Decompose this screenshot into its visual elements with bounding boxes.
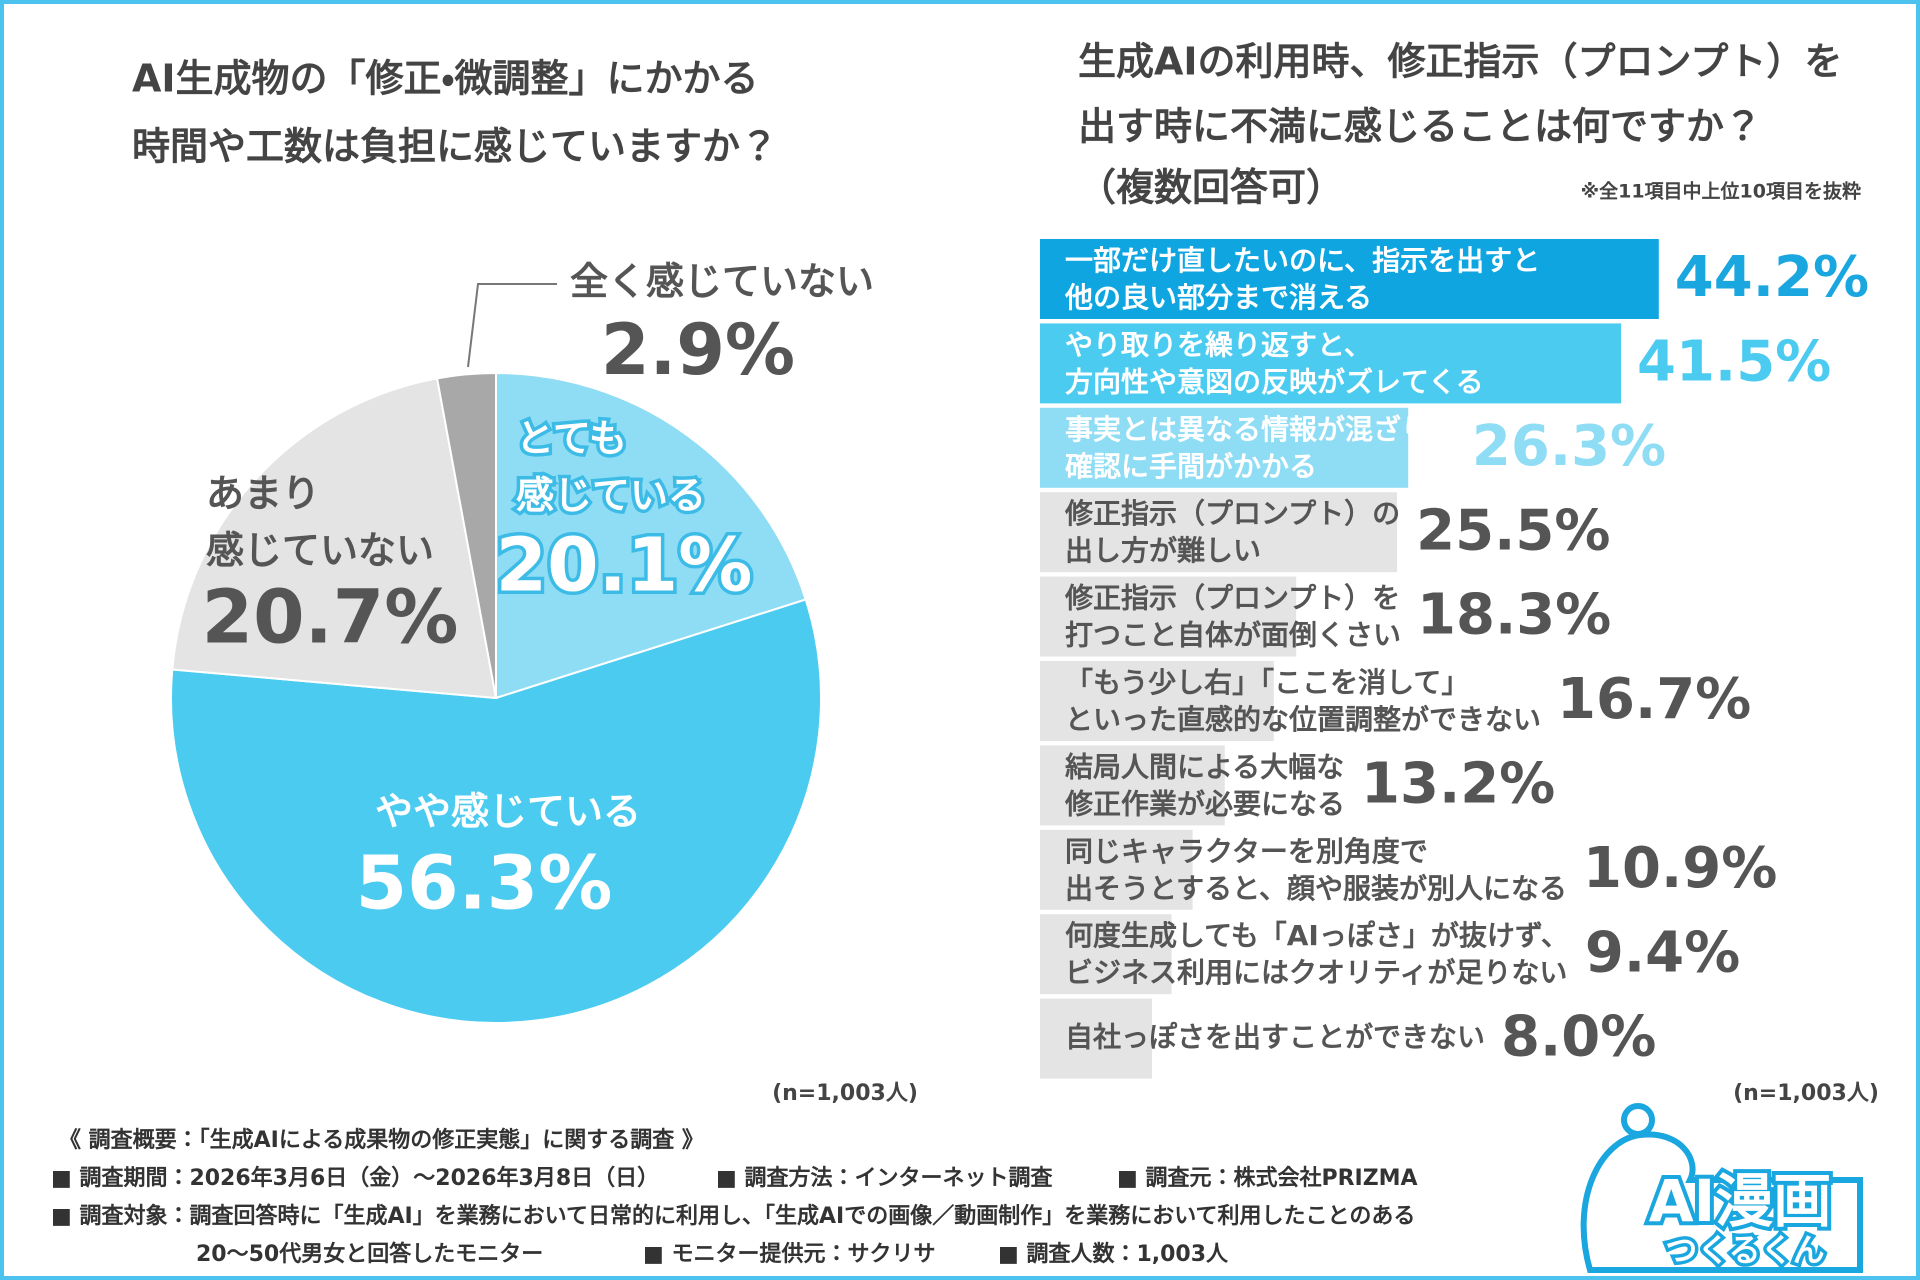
bar-label: 同じキャラクターを別角度で (1065, 835, 1428, 868)
bar-label: といった直感的な位置調整ができない (1065, 703, 1541, 736)
bar-label: 出そうとすると、顔や服装が別人になる (1065, 872, 1567, 905)
survey-item: ■ 調査元：株式会社PRIZMA (1117, 1166, 1418, 1191)
slice-label: あまり (206, 472, 320, 516)
survey-item: ■ 調査対象：調査回答時に「生成AI」を業務において日常的に利用し、「生成AIで… (51, 1203, 1415, 1229)
bar-label: 打つこと自体が面倒くさい (1065, 619, 1401, 652)
survey-item: ■ 調査期間：2026年3月6日（金）～2026年3月8日（日） (51, 1165, 659, 1191)
bar-value: 16.7% (1557, 667, 1751, 732)
pie-slice (170, 598, 822, 1024)
slice-label: 感じている (516, 474, 706, 518)
bar (1040, 239, 1659, 319)
bar-value: 9.4% (1585, 920, 1740, 985)
bar (1040, 914, 1172, 995)
slice-label: 全く感じていない (570, 260, 874, 304)
bar-title: 生成AIの利用時、修正指示（プロンプト）を (1078, 40, 1842, 84)
bar-label: 確認に手間がかかる (1065, 450, 1317, 483)
bar-label: ビジネス利用にはクオリティが足りない (1065, 956, 1567, 989)
bar-label: 一部だけ直したいのに、指示を出すと (1065, 244, 1540, 277)
logo-shape (1621, 1103, 1655, 1137)
bar-value: 10.9% (1583, 836, 1777, 901)
pie-title: 時間や工数は負担に感じていますか？ (132, 125, 778, 169)
bar-value: 44.2% (1675, 245, 1869, 310)
pie-slice (171, 377, 498, 700)
bar-label: 「もう少し右」「ここを消して」 (1065, 666, 1469, 699)
bar (1040, 829, 1193, 910)
bar (1040, 492, 1397, 573)
sample-note: (n=1,003人) (1733, 1081, 1879, 1106)
survey-item: 20～50代男女と回答したモニター (196, 1241, 543, 1267)
logo: AI漫画 つくるくん (1580, 1103, 1863, 1273)
logo-text: AI漫画 (1649, 1167, 1831, 1235)
bar-value: 25.5% (1416, 498, 1610, 563)
bar-label: 何度生成しても「AIっぽさ」が抜けず、 (1065, 919, 1569, 952)
bar-title: （複数回答可） (1078, 166, 1344, 210)
bar (1040, 323, 1621, 404)
bar-value: 26.3% (1472, 414, 1666, 479)
bar-label: やり取りを繰り返すと、 (1065, 328, 1372, 361)
bar-label: 修正作業が必要になる (1064, 787, 1345, 820)
bar-title: 出す時に不満に感じることは何ですか？ (1078, 105, 1762, 149)
bar-label: 方向性や意図の反映がズレてくる (1065, 365, 1484, 398)
slice-label: 感じていない (206, 529, 434, 573)
bar (1040, 407, 1409, 488)
bar-label: 自社っぽさを出すことができない (1065, 1021, 1485, 1054)
slice-value: 2.9% (601, 309, 795, 391)
survey-item: ■ 調査方法：インターネット調査 (716, 1165, 1053, 1191)
slice-value: 20.7% (202, 575, 459, 661)
leader-line (467, 283, 557, 368)
logo-text: つくるくん (1665, 1231, 1824, 1269)
bar-label: 事実とは異なる情報が混ざり、 (1065, 413, 1456, 446)
bar (1040, 661, 1274, 741)
bar-label: 他の良い部分まで消える (1064, 281, 1372, 314)
logo-shape (1580, 1131, 1863, 1273)
bar-value: 41.5% (1637, 330, 1831, 395)
survey-item: ■ モニター提供元：サクリサ (643, 1241, 935, 1267)
survey-heading: 《 調査概要：「生成AIによる成果物の修正実態」に関する調査 》 (59, 1127, 704, 1153)
pie-slice (495, 371, 807, 700)
bar-value: 13.2% (1361, 752, 1555, 817)
bar-value: 18.3% (1417, 583, 1611, 648)
pie-slice (435, 371, 497, 699)
pie-title: AI生成物の「修正・微調整」にかかる (132, 57, 758, 101)
slice-label: やや感じている (375, 790, 641, 834)
bar-label: 結局人間による大幅な (1065, 750, 1344, 783)
bar-label: 修正指示（プロンプト）を (1064, 582, 1400, 615)
bar-label: 出し方が難しい (1065, 534, 1261, 567)
slice-value: 56.3% (356, 841, 613, 927)
slice-label: とても (516, 417, 627, 461)
bar-label: 修正指示（プロンプト）の (1064, 497, 1400, 530)
bar (1040, 745, 1225, 826)
bar-subtitle: ※全11項目中上位10項目を抜粋 (1581, 180, 1861, 203)
sample-note: (n=1,003人) (772, 1081, 918, 1106)
survey-item: ■ 調査人数：1,003人 (998, 1241, 1229, 1267)
bar (1040, 576, 1297, 657)
bar-value: 8.0% (1501, 1005, 1656, 1070)
slice-value: 20.1% (496, 523, 753, 609)
bar (1040, 998, 1152, 1079)
